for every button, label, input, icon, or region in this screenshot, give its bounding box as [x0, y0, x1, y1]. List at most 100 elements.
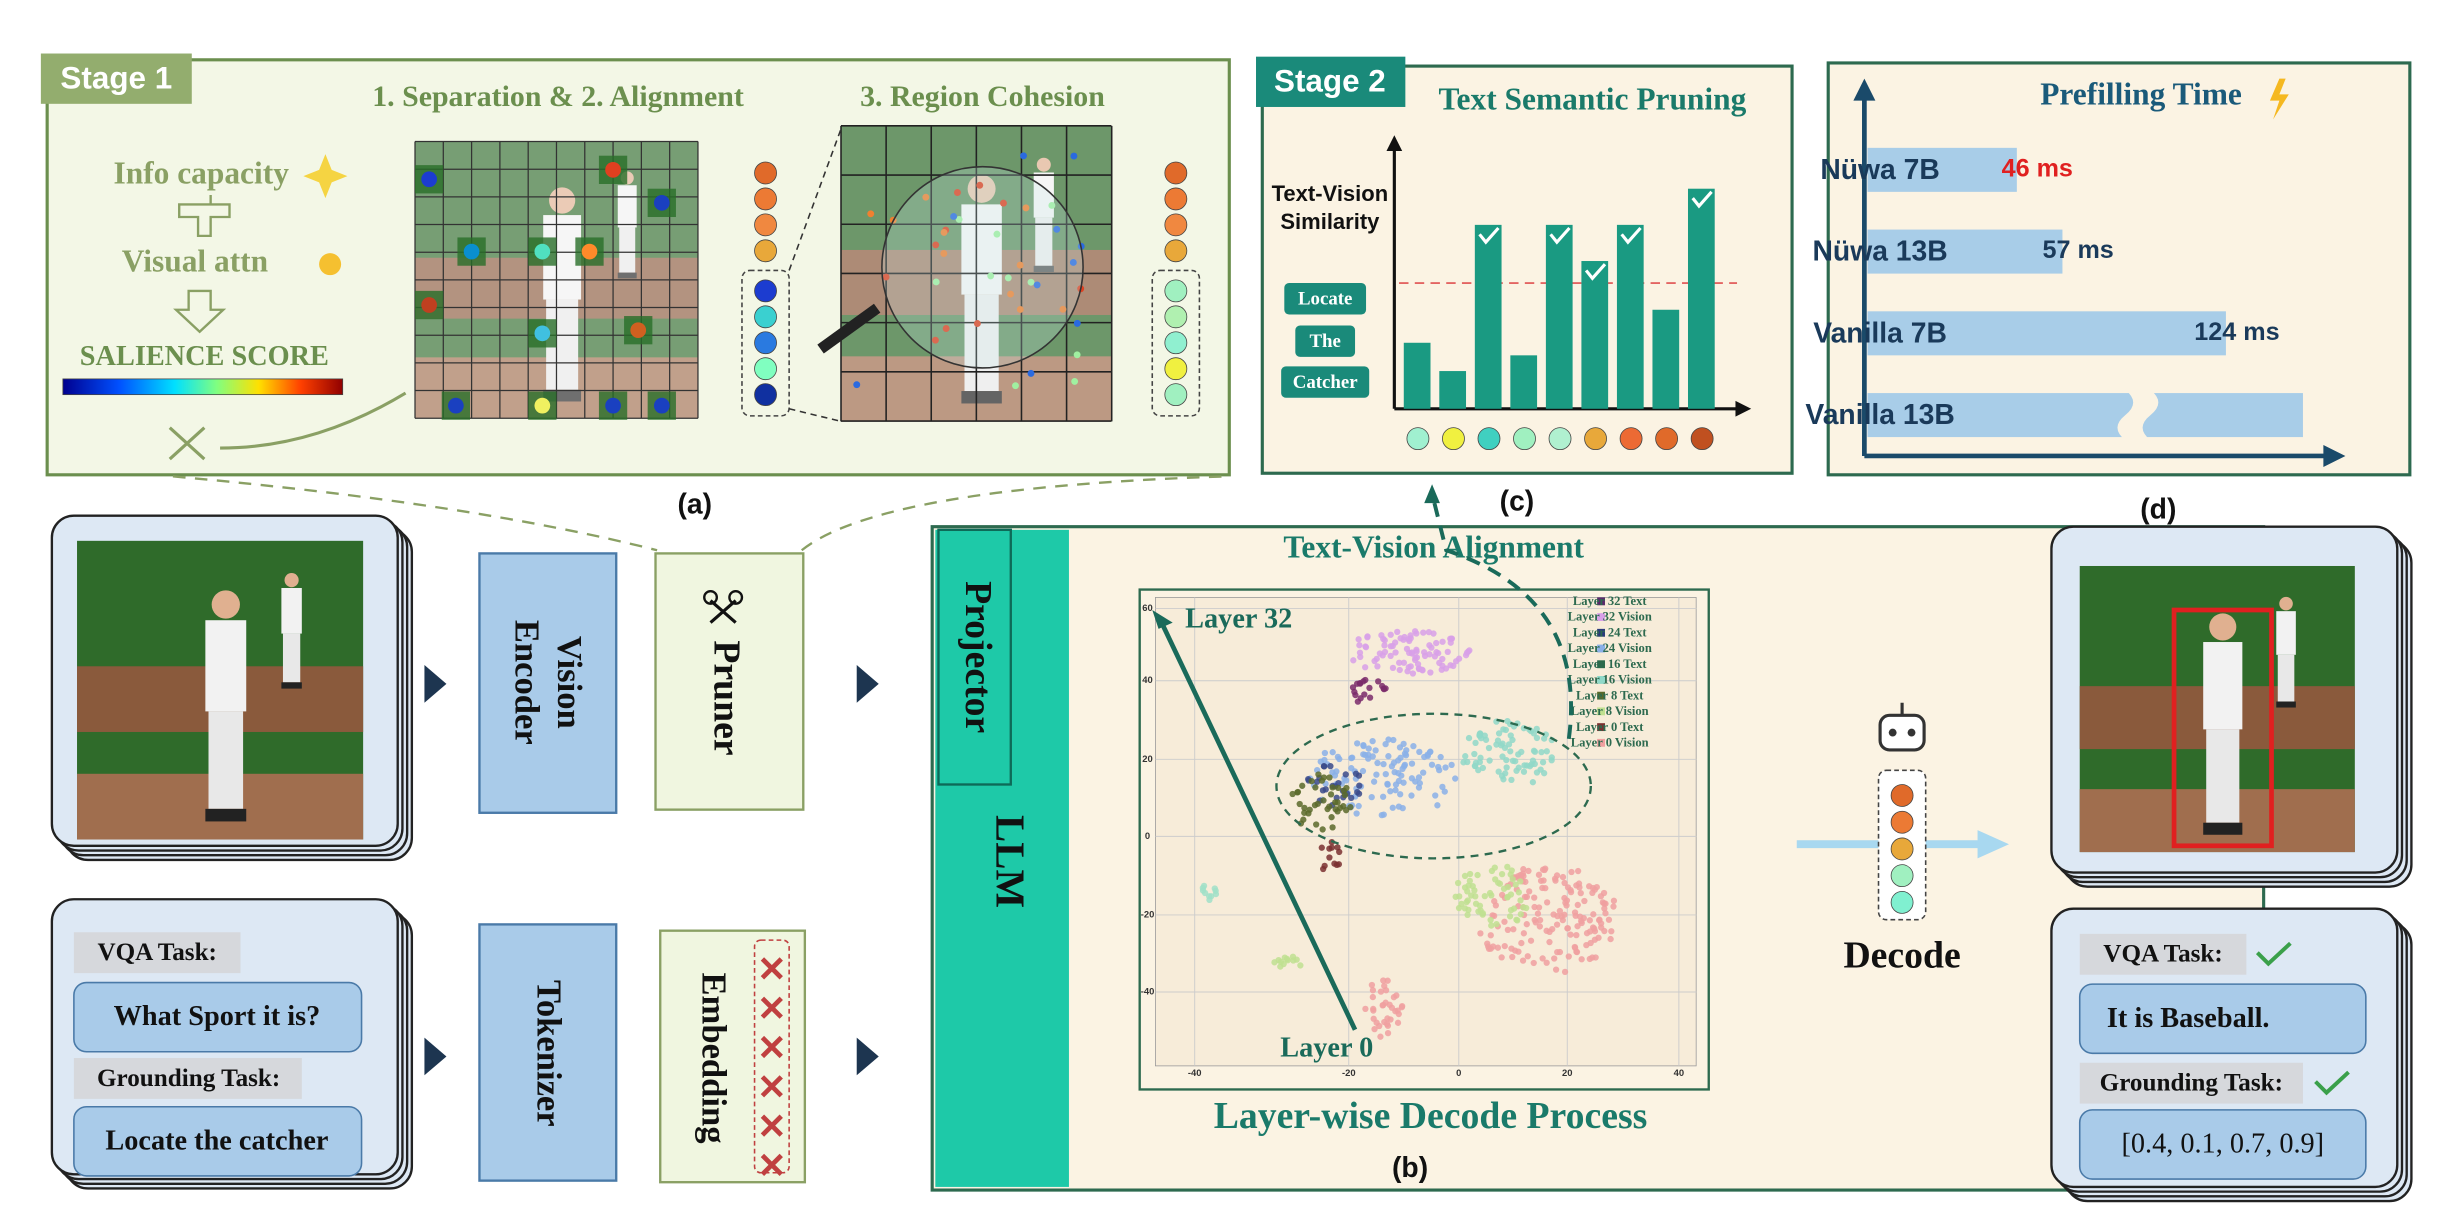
- scatter-point: [1433, 639, 1440, 647]
- scatter-point: [1448, 761, 1455, 769]
- scatter-point: [1600, 889, 1608, 897]
- model-label: Vanilla 7B: [1813, 316, 1947, 348]
- scatter-point: [1420, 629, 1427, 636]
- scatter-point: [1403, 645, 1411, 653]
- zoom-dot: [1048, 202, 1056, 209]
- scatter-point: [1409, 670, 1417, 677]
- check: [2255, 941, 2292, 967]
- similarity-bar: [1616, 224, 1644, 409]
- scatter-point: [1326, 774, 1333, 781]
- token-circle: [1164, 213, 1188, 237]
- token-circle: [754, 161, 777, 185]
- check: [1478, 226, 1500, 245]
- scatter-point: [1366, 684, 1373, 692]
- player-shoes: [205, 808, 247, 822]
- zoom-dot: [867, 210, 875, 218]
- scatter-point: [1326, 854, 1333, 861]
- scatter-point: [1515, 948, 1522, 955]
- scatter-point: [1353, 810, 1360, 817]
- scatter-point: [1471, 887, 1478, 894]
- token-circle: [1890, 810, 1914, 834]
- scatter-point: [1465, 906, 1472, 913]
- player-legs: [2277, 654, 2295, 702]
- token-circle: [1584, 427, 1607, 451]
- answer-text: It is Baseball.: [2107, 1003, 2270, 1034]
- scatter-point: [1408, 760, 1416, 767]
- scatter-point: [1415, 774, 1423, 781]
- scatter-point: [1452, 658, 1460, 665]
- x-arrow: [2323, 444, 2346, 467]
- scatter-point: [1497, 742, 1505, 749]
- token-circle: [1548, 427, 1572, 451]
- caption: (a): [678, 488, 713, 520]
- robot-head: [1878, 713, 1926, 752]
- scatter-point: [1499, 753, 1506, 760]
- scatter-point: [1329, 749, 1336, 756]
- scatter-point: [1531, 748, 1539, 755]
- plot-title: Text-Vision Alignment: [1283, 529, 1584, 564]
- plot-footer: Layer-wise Decode Process: [1214, 1095, 1648, 1137]
- scatter-point: [1352, 691, 1359, 699]
- scatter-point: [1573, 882, 1580, 889]
- scatter-point: [1477, 930, 1484, 937]
- scatter-point: [1359, 767, 1367, 775]
- y-tick-label: 60: [1142, 602, 1152, 613]
- zoom-dot: [1004, 274, 1012, 282]
- zoom-dot: [1069, 259, 1077, 266]
- similarity-bar: [1403, 342, 1431, 409]
- token-dot: [605, 161, 621, 178]
- scatter-point: [1277, 963, 1284, 970]
- similarity-bar: [1545, 224, 1573, 409]
- player-body: [205, 620, 247, 712]
- scatter-point: [1564, 884, 1572, 891]
- zoom-dot: [987, 272, 995, 280]
- token-dot: [534, 325, 551, 342]
- axis-label: Similarity: [1280, 209, 1380, 234]
- legend-swatch: [1597, 691, 1605, 700]
- scatter-point: [1602, 910, 1609, 917]
- scatter-point: [1410, 742, 1417, 750]
- scatter-point: [1301, 809, 1308, 816]
- scatter-point: [1384, 977, 1391, 984]
- scatter-point: [1366, 694, 1374, 701]
- sparkle: [303, 154, 348, 199]
- answer-box: [2078, 1109, 2367, 1180]
- legend-label: Layer 16 Text: [1573, 657, 1648, 671]
- stage2-badge-text: Stage 2: [1274, 64, 1386, 99]
- scatter-point: [1507, 748, 1514, 755]
- x-tick-label: -20: [1342, 1067, 1356, 1078]
- scatter-point: [1595, 934, 1602, 941]
- time-label: 46 ms: [2002, 154, 2073, 182]
- scatter-point: [1505, 741, 1513, 748]
- scatter-point: [1329, 824, 1336, 831]
- scatter-point: [1556, 907, 1564, 915]
- zoom-dot: [1027, 369, 1035, 377]
- player-shoes: [543, 389, 582, 402]
- token-dot: [534, 397, 551, 414]
- zoom-dot: [973, 320, 981, 327]
- legend-label: Layer 32 Text: [1573, 594, 1648, 608]
- scatter-point: [1389, 642, 1396, 650]
- prefill-title: Prefilling Time: [2040, 77, 2242, 112]
- scatter-point: [1601, 905, 1608, 912]
- time-label: 57 ms: [2043, 236, 2114, 264]
- stage1-badge: [40, 53, 192, 104]
- scatter-point: [1391, 768, 1398, 776]
- token-circle: [1619, 427, 1643, 451]
- zoom-link: [788, 408, 842, 423]
- scatter-point: [1421, 649, 1428, 656]
- scatter-point: [1431, 653, 1439, 660]
- zoom-dot: [953, 189, 961, 196]
- scatter-point: [1507, 871, 1514, 878]
- scatter-point: [1561, 968, 1569, 976]
- player-head: [549, 187, 576, 214]
- similarity-bar: [1687, 188, 1715, 409]
- scatter-point: [1507, 732, 1514, 739]
- vision-encoder-label: Encoder: [508, 620, 546, 745]
- grounding-box: [2171, 607, 2274, 849]
- scatter-point: [1399, 1002, 1406, 1010]
- pruned-mark: [760, 1075, 783, 1098]
- scatter-point: [1562, 899, 1569, 906]
- scatter-point: [1533, 725, 1540, 733]
- scatter-point: [1322, 786, 1329, 793]
